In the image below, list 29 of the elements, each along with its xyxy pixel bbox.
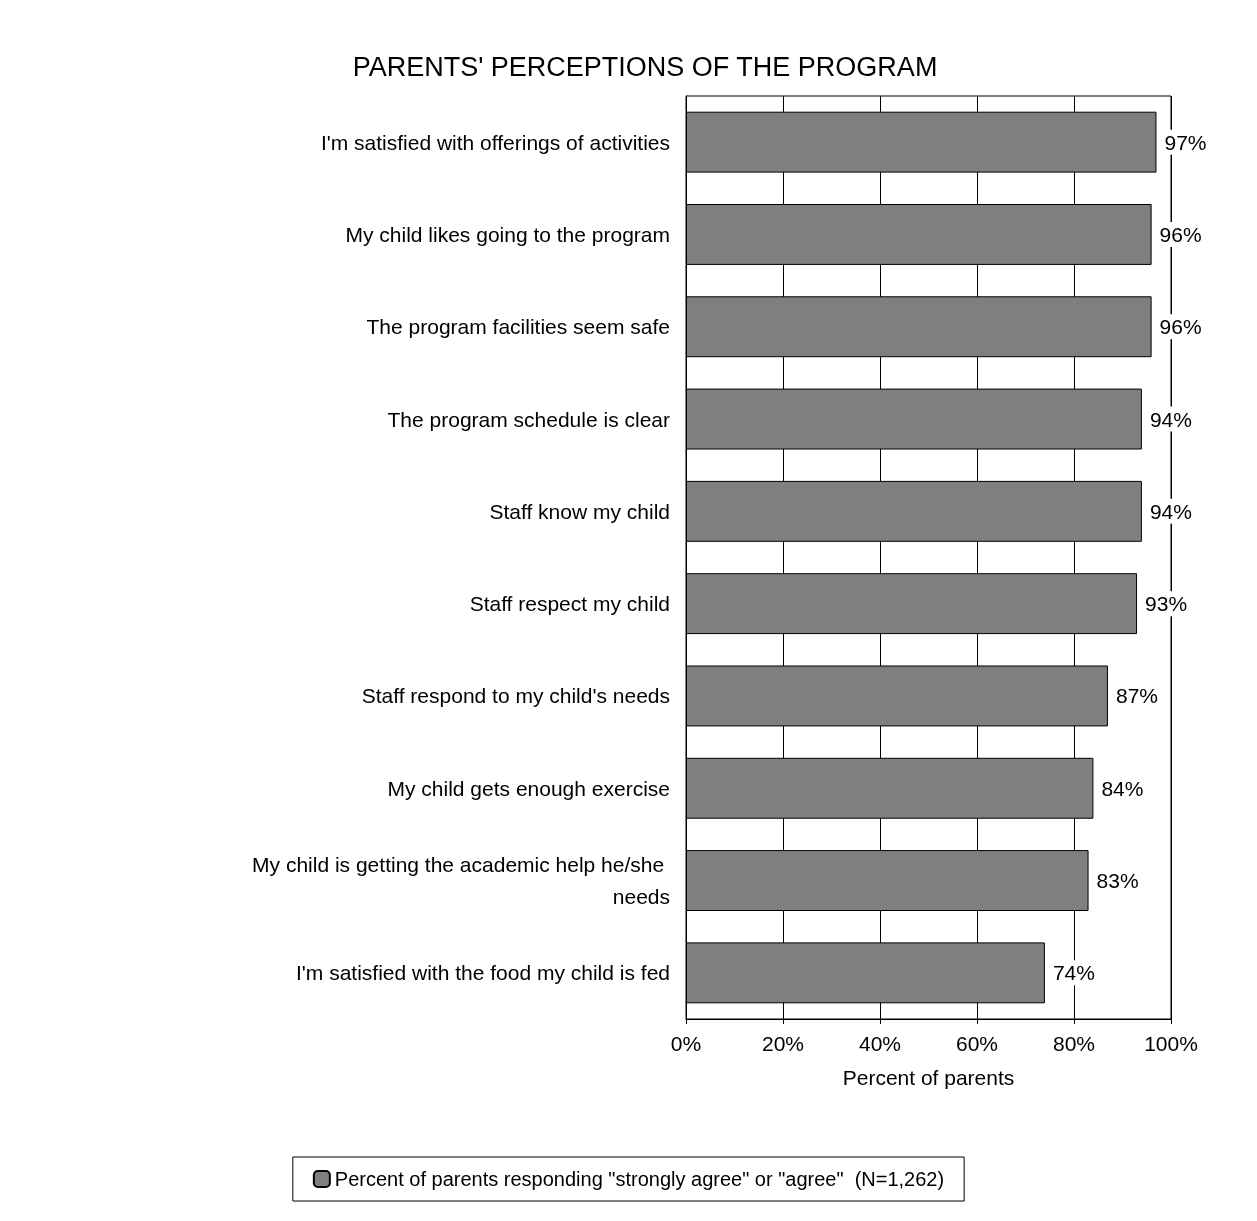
data-label: 96% <box>1159 222 1202 246</box>
y-tick-label: Staff respond to my child's needs <box>361 684 670 708</box>
y-tick-label: My child is getting the academic help he/she needs <box>252 853 670 909</box>
x-tick-label: 40% <box>858 1032 902 1055</box>
data-label: 94% <box>1149 499 1192 523</box>
data-label: 96% <box>1159 315 1202 339</box>
data-label: 74% <box>1052 961 1095 985</box>
data-label: 87% <box>1115 684 1158 708</box>
y-tick-label: I'm satisfied with offerings of activities <box>320 130 670 154</box>
data-label: 94% <box>1149 407 1192 431</box>
y-tick-label: My child gets enough exercise <box>387 776 670 800</box>
y-tick-label: Staff respect my child <box>469 592 670 616</box>
x-axis-title: Percent of parents <box>842 1066 1015 1089</box>
y-tick-label: I'm satisfied with the food my child is fed <box>295 961 670 985</box>
x-tick-label: 80% <box>1052 1032 1096 1055</box>
y-tick-label: My child likes going to the program <box>345 222 670 246</box>
y-tick-label: Staff know my child <box>489 499 670 523</box>
data-label: 97% <box>1164 130 1207 154</box>
x-tick-label: 20% <box>761 1032 805 1055</box>
x-tick-label: 0% <box>670 1032 702 1055</box>
x-tick-label: 100% <box>1144 1032 1198 1055</box>
data-label: 83% <box>1096 869 1139 893</box>
y-tick-label: The program schedule is clear <box>387 407 670 431</box>
x-tick-label: 60% <box>955 1032 999 1055</box>
data-label: 93% <box>1145 592 1188 616</box>
y-tick-label: The program facilities seem safe <box>366 315 670 339</box>
chart-title: PARENTS' PERCEPTIONS OF THE PROGRAM <box>352 51 938 82</box>
data-label: 84% <box>1101 776 1144 800</box>
legend-label: Percent of parents responding "strongly agree" or "agree" (N=1,262) <box>334 1168 945 1190</box>
